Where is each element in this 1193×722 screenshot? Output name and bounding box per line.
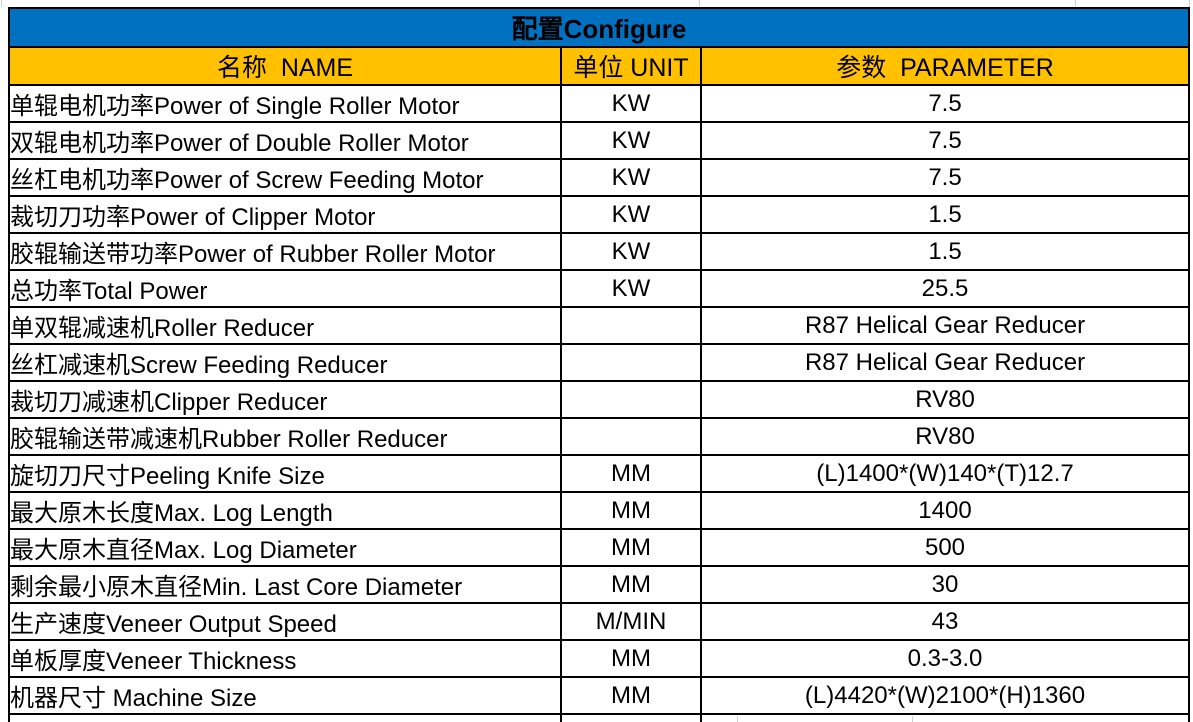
row-parameter-cell[interactable]: 0.3-3.0 xyxy=(700,639,1190,678)
table-row: 裁切刀减速机Clipper Reducer RV80 xyxy=(8,380,1190,419)
sheet-gridline xyxy=(1189,0,1190,7)
row-unit-cell[interactable] xyxy=(560,380,702,419)
row-parameter-cell[interactable]: R87 Helical Gear Reducer xyxy=(700,306,1190,345)
row-parameter-cell[interactable]: 1400 xyxy=(700,491,1190,530)
table-row: 单双辊减速机Roller Reducer R87 Helical Gear Re… xyxy=(8,306,1190,345)
row-name-cell[interactable]: 丝杠减速机Screw Feeding Reducer xyxy=(8,343,562,382)
row-parameter-cell[interactable]: 43 xyxy=(700,602,1190,641)
row-parameter-cell[interactable]: 25.5 xyxy=(700,269,1190,308)
row-parameter-cell[interactable]: 7.5 xyxy=(700,84,1190,123)
sheet-gridline xyxy=(737,716,738,722)
row-parameter-cell[interactable]: RV80 xyxy=(700,380,1190,419)
row-unit-cell[interactable]: MM xyxy=(560,676,702,715)
row-name-cell[interactable]: 旋切刀尺寸Peeling Knife Size xyxy=(8,454,562,493)
sheet-gridline xyxy=(1,0,2,7)
row-unit-cell[interactable]: MM xyxy=(560,639,702,678)
table-row: 剩余最小原木直径Min. Last Core Diameter MM 30 xyxy=(8,565,1190,604)
row-name-cell[interactable]: 生产速度Veneer Output Speed xyxy=(8,602,562,641)
row-unit-cell[interactable]: KW xyxy=(560,195,702,234)
row-name-cell[interactable]: 剩余最小原木直径Min. Last Core Diameter xyxy=(8,565,562,604)
row-unit-cell[interactable]: KW xyxy=(560,269,702,308)
row-parameter-cell[interactable]: (L)1400*(W)140*(T)12.7 xyxy=(700,454,1190,493)
table-row: 胶辊输送带功率Power of Rubber Roller Motor KW 1… xyxy=(8,232,1190,271)
row-parameter-cell[interactable]: 500 xyxy=(700,528,1190,567)
row-name-cell[interactable]: 单辊电机功率Power of Single Roller Motor xyxy=(8,84,562,123)
row-parameter-cell[interactable]: 7.5 xyxy=(700,121,1190,160)
table-title[interactable]: 配置Configure xyxy=(8,7,1190,48)
row-unit-cell[interactable]: MM xyxy=(560,491,702,530)
table-header-row: 名称 NAME 单位 UNIT 参数 PARAMETER xyxy=(8,46,1190,86)
row-unit-cell[interactable] xyxy=(560,417,702,456)
row-unit-cell[interactable]: MM xyxy=(560,528,702,567)
col-header-unit[interactable]: 单位 UNIT xyxy=(560,46,702,86)
table-body: 单辊电机功率Power of Single Roller Motor KW 7.… xyxy=(8,84,1190,722)
table-row: 机器重量Machine Weight KG 4000 xyxy=(8,713,1190,722)
row-name-cell[interactable]: 胶辊输送带功率Power of Rubber Roller Motor xyxy=(8,232,562,271)
row-parameter-cell[interactable]: 4000 xyxy=(700,713,1190,722)
row-name-cell[interactable]: 机器尺寸 Machine Size xyxy=(8,676,562,715)
row-unit-cell[interactable]: MM xyxy=(560,565,702,604)
row-name-cell[interactable]: 机器重量Machine Weight xyxy=(8,713,562,722)
table-row: 双辊电机功率Power of Double Roller Motor KW 7.… xyxy=(8,121,1190,160)
row-name-cell[interactable]: 胶辊输送带减速机Rubber Roller Reducer xyxy=(8,417,562,456)
row-name-cell[interactable]: 最大原木直径Max. Log Diameter xyxy=(8,528,562,567)
row-unit-cell[interactable]: M/MIN xyxy=(560,602,702,641)
configure-table: 配置Configure 名称 NAME 单位 UNIT 参数 PARAMETER… xyxy=(8,7,1190,722)
row-name-cell[interactable]: 总功率Total Power xyxy=(8,269,562,308)
row-parameter-cell[interactable]: (L)4420*(W)2100*(H)1360 xyxy=(700,676,1190,715)
row-unit-cell[interactable]: KW xyxy=(560,121,702,160)
row-unit-cell[interactable] xyxy=(560,306,702,345)
row-parameter-cell[interactable]: 30 xyxy=(700,565,1190,604)
sheet-gridline xyxy=(699,0,700,7)
row-parameter-cell[interactable]: R87 Helical Gear Reducer xyxy=(700,343,1190,382)
row-parameter-cell[interactable]: RV80 xyxy=(700,417,1190,456)
table-row: 旋切刀尺寸Peeling Knife Size MM (L)1400*(W)14… xyxy=(8,454,1190,493)
row-name-cell[interactable]: 裁切刀功率Power of Clipper Motor xyxy=(8,195,562,234)
table-row: 胶辊输送带减速机Rubber Roller Reducer RV80 xyxy=(8,417,1190,456)
table-row: 丝杠减速机Screw Feeding Reducer R87 Helical G… xyxy=(8,343,1190,382)
row-name-cell[interactable]: 裁切刀减速机Clipper Reducer xyxy=(8,380,562,419)
table-row: 生产速度Veneer Output Speed M/MIN 43 xyxy=(8,602,1190,641)
row-unit-cell[interactable]: MM xyxy=(560,454,702,493)
row-name-cell[interactable]: 丝杠电机功率Power of Screw Feeding Motor xyxy=(8,158,562,197)
row-parameter-cell[interactable]: 7.5 xyxy=(700,158,1190,197)
table-row: 裁切刀功率Power of Clipper Motor KW 1.5 xyxy=(8,195,1190,234)
table-row: 总功率Total Power KW 25.5 xyxy=(8,269,1190,308)
row-unit-cell[interactable]: KG xyxy=(560,713,702,722)
row-parameter-cell[interactable]: 1.5 xyxy=(700,232,1190,271)
sheet-gridline xyxy=(912,716,913,722)
table-row: 机器尺寸 Machine Size MM (L)4420*(W)2100*(H)… xyxy=(8,676,1190,715)
row-unit-cell[interactable]: KW xyxy=(560,158,702,197)
row-unit-cell[interactable]: KW xyxy=(560,84,702,123)
table-row: 最大原木长度Max. Log Length MM 1400 xyxy=(8,491,1190,530)
row-unit-cell[interactable] xyxy=(560,343,702,382)
row-name-cell[interactable]: 单板厚度Veneer Thickness xyxy=(8,639,562,678)
table-row: 最大原木直径Max. Log Diameter MM 500 xyxy=(8,528,1190,567)
table-row: 单辊电机功率Power of Single Roller Motor KW 7.… xyxy=(8,84,1190,123)
sheet-gridline xyxy=(1075,0,1076,7)
row-name-cell[interactable]: 单双辊减速机Roller Reducer xyxy=(8,306,562,345)
row-name-cell[interactable]: 双辊电机功率Power of Double Roller Motor xyxy=(8,121,562,160)
col-header-name[interactable]: 名称 NAME xyxy=(8,46,562,86)
row-parameter-cell[interactable]: 1.5 xyxy=(700,195,1190,234)
table-row: 单板厚度Veneer Thickness MM 0.3-3.0 xyxy=(8,639,1190,678)
row-unit-cell[interactable]: KW xyxy=(560,232,702,271)
col-header-parameter[interactable]: 参数 PARAMETER xyxy=(700,46,1190,86)
row-name-cell[interactable]: 最大原木长度Max. Log Length xyxy=(8,491,562,530)
table-row: 丝杠电机功率Power of Screw Feeding Motor KW 7.… xyxy=(8,158,1190,197)
table-title-row: 配置Configure xyxy=(8,7,1190,48)
